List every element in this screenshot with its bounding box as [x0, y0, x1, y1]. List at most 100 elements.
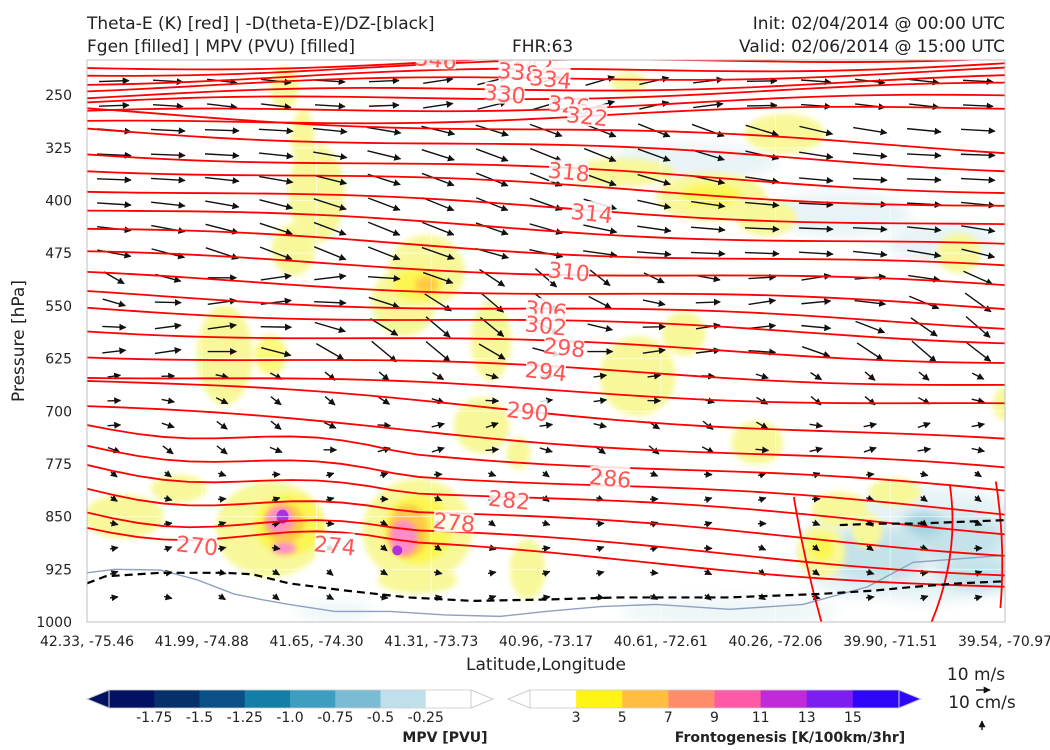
title-line-1: Theta-E (K) [red] | -D(theta-E)/DZ-[blac… — [87, 14, 435, 34]
wind-vector — [534, 268, 558, 288]
wind-vector — [367, 221, 401, 236]
mpv-tick-label: -1.0 — [276, 710, 303, 726]
mpv-colorbar-label: MPV [PVU] — [402, 730, 487, 746]
fgen-tick-label: 5 — [618, 710, 627, 726]
wind-vector — [485, 421, 499, 429]
theta-e-contour — [994, 481, 1004, 609]
plot-frame — [86, 59, 1006, 623]
theta-e-contour — [87, 227, 1005, 267]
wind-vector — [270, 396, 282, 406]
theta-e-contour — [87, 487, 1005, 557]
wind-vector — [313, 151, 348, 161]
wind-vector — [102, 323, 127, 331]
wind-vector — [541, 594, 551, 602]
wind-vector — [746, 77, 778, 85]
theta-e-label: 346 — [413, 46, 457, 75]
wind-vector — [907, 127, 942, 135]
colorbar-segment — [290, 690, 336, 708]
wind-vector — [587, 323, 614, 332]
theta-e-contour — [87, 170, 1005, 207]
wind-vector — [488, 470, 497, 477]
wind-vector — [593, 397, 608, 405]
theta-e-label: 294 — [524, 358, 568, 387]
wind-vector — [270, 420, 282, 430]
wind-vector — [152, 102, 184, 110]
wind-vector — [758, 544, 767, 551]
x-tick-label: 42.33, -75.46 — [40, 634, 134, 650]
wind-vector — [864, 371, 876, 381]
fgen-tick-label: 13 — [798, 710, 816, 726]
wind-vector — [164, 545, 173, 553]
wind-vector — [150, 127, 186, 135]
wind-vector — [378, 371, 390, 381]
wind-vector — [314, 102, 346, 110]
wind-vector — [150, 151, 186, 159]
ddz-zero-contour — [87, 571, 1005, 603]
wind-vector — [852, 225, 888, 233]
wind-vector — [475, 124, 509, 137]
wind-vector — [107, 397, 122, 405]
wind-vector — [154, 322, 182, 330]
wind-vector — [164, 470, 172, 478]
wind-vector — [595, 520, 605, 528]
wind-vector — [756, 396, 769, 405]
wind-vector — [314, 299, 347, 307]
wind-vector — [583, 147, 617, 163]
wind-vector — [907, 249, 942, 259]
wind-vector — [960, 127, 996, 135]
colorbar-extend-arrow — [470, 689, 495, 709]
x-tick-label: 40.96, -73.17 — [499, 634, 593, 650]
wind-vector — [650, 593, 659, 601]
wind-vector — [853, 152, 888, 160]
wind-vector — [475, 222, 509, 236]
wind-vector — [96, 151, 132, 159]
wind-vector — [107, 372, 122, 380]
wind-vector — [313, 198, 347, 211]
wind-vector — [488, 594, 497, 602]
wind-vector — [971, 397, 986, 405]
y-tick-label: 925 — [45, 562, 72, 578]
wind-vector — [800, 78, 832, 86]
wind-vector — [431, 421, 445, 429]
wind-vector — [259, 199, 294, 211]
wind-vector — [961, 225, 996, 234]
wind-vector — [98, 101, 130, 109]
wind-vector — [812, 568, 820, 576]
wind-vector — [367, 197, 401, 212]
wind-vector — [919, 544, 929, 551]
theta-e-label-background — [434, 510, 475, 533]
wind-vector — [325, 568, 334, 576]
wind-vector — [271, 520, 281, 528]
wind-vector — [595, 569, 605, 577]
x-tick-label: 40.26, -72.06 — [728, 634, 822, 650]
theta-e-label: 310 — [547, 258, 591, 287]
wind-vector — [906, 151, 942, 159]
wind-vector — [853, 250, 888, 258]
wind-vector — [919, 594, 929, 602]
wind-vector — [908, 274, 941, 283]
wind-vector — [96, 176, 132, 184]
theta-e-label: 334 — [528, 66, 572, 95]
colorbar-segment — [335, 690, 381, 708]
fgen-fill — [736, 200, 797, 237]
wind-vector — [744, 225, 780, 233]
y-tick-label: 625 — [45, 352, 72, 368]
theta-e-label: 278 — [432, 509, 476, 538]
theta-e-label: 322 — [565, 103, 609, 132]
theta-e-contour — [87, 190, 1005, 226]
wind-vector — [368, 296, 400, 309]
theta-e-contour — [87, 74, 1005, 100]
wind-vector — [431, 446, 445, 454]
wind-vector — [529, 147, 563, 163]
reference-vector-label-horizontal: 10 m/s — [947, 665, 1005, 685]
colorbar-segment — [806, 690, 854, 708]
wind-vector — [583, 250, 618, 259]
wind-vector — [745, 201, 780, 209]
terrain-outline — [87, 554, 1005, 618]
colorbar-segment — [380, 690, 427, 708]
fgen-fill — [377, 565, 458, 594]
wind-vector — [810, 372, 823, 381]
wind-vector — [589, 269, 611, 287]
reference-vector-label-vertical: 10 cm/s — [948, 693, 1016, 713]
wind-vector — [853, 126, 888, 136]
